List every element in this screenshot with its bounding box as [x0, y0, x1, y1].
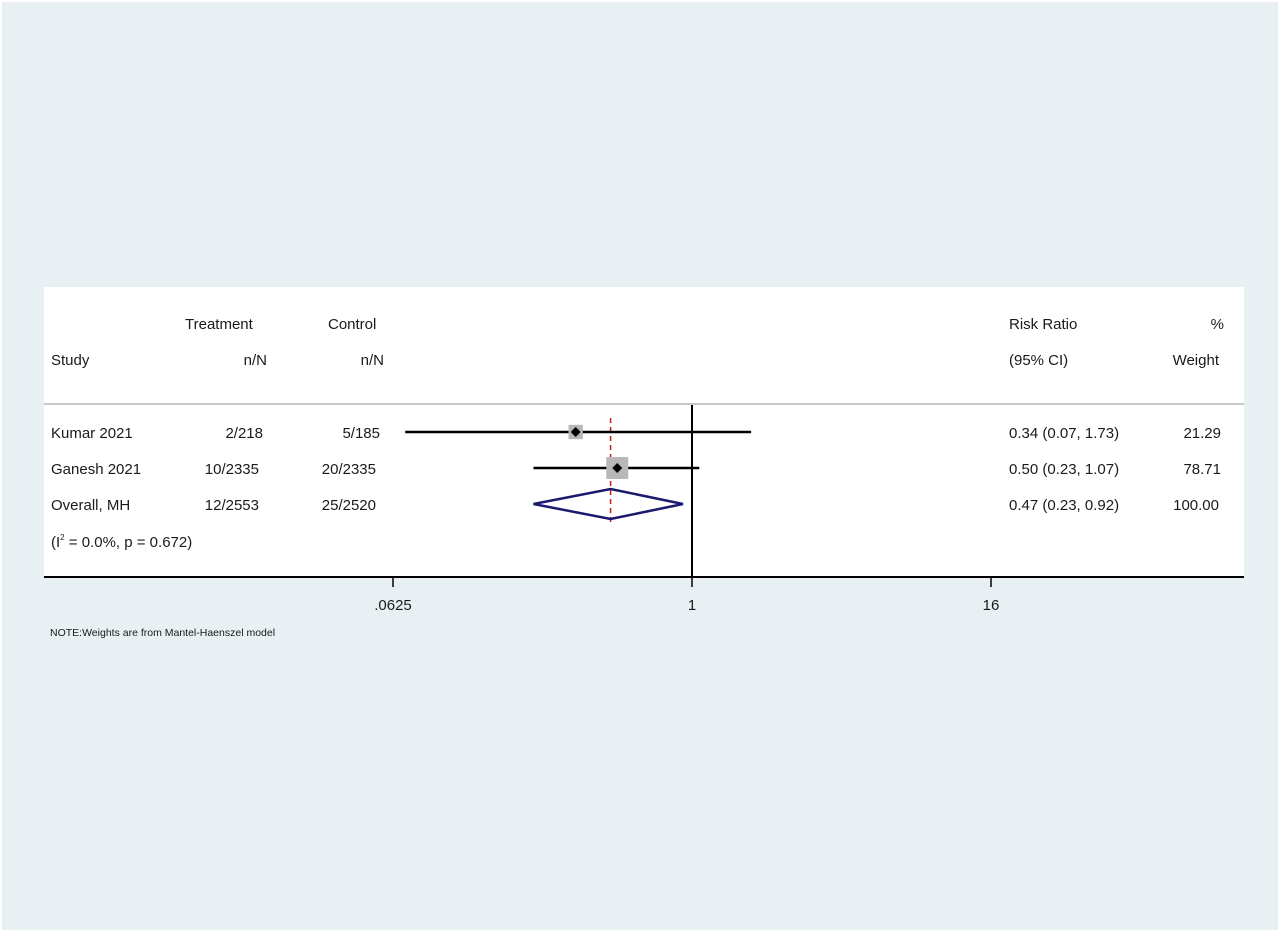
- header-treatment: Treatment: [185, 316, 254, 333]
- point-estimate-marker: [570, 427, 581, 437]
- study-name: Ganesh 2021: [51, 461, 141, 478]
- study-row: Ganesh 2021 10/2335 20/2335 0.50 (0.23, …: [51, 457, 1221, 479]
- treatment-count: 2/218: [225, 425, 263, 442]
- overall-effect-ci-text: 0.47 (0.23, 0.92): [1009, 497, 1119, 514]
- header-95ci: (95% CI): [1009, 352, 1068, 369]
- study-row: Kumar 2021 2/218 5/185 0.34 (0.07, 1.73)…: [51, 424, 1221, 442]
- header-study: Study: [51, 352, 90, 369]
- weight-text: 21.29: [1183, 425, 1221, 442]
- control-count: 20/2335: [322, 461, 376, 478]
- header-percent: %: [1211, 316, 1224, 333]
- x-tick-label: .0625: [374, 597, 412, 614]
- point-estimate-marker: [612, 463, 623, 473]
- x-tick-label: 16: [983, 597, 1000, 614]
- overall-weight-text: 100.00: [1173, 497, 1219, 514]
- treatment-count: 10/2335: [205, 461, 259, 478]
- effect-ci-text: 0.34 (0.07, 1.73): [1009, 425, 1119, 442]
- model-note: NOTE:Weights are from Mantel-Haenszel mo…: [50, 627, 275, 639]
- x-axis-ticks: .0625 1 16: [374, 577, 999, 614]
- header-weight: Weight: [1173, 352, 1220, 369]
- header-control: Control: [328, 316, 376, 333]
- header-treatment-nn: n/N: [244, 352, 267, 369]
- overall-name: Overall, MH: [51, 497, 130, 514]
- effect-ci-text: 0.50 (0.23, 1.07): [1009, 461, 1119, 478]
- overall-control-count: 25/2520: [322, 497, 376, 514]
- control-count: 5/185: [342, 425, 380, 442]
- overall-treatment-count: 12/2553: [205, 497, 259, 514]
- pooled-estimate-diamond: [533, 487, 684, 521]
- study-name: Kumar 2021: [51, 425, 133, 442]
- header-control-nn: n/N: [361, 352, 384, 369]
- heterogeneity-text: (I2 = 0.0%, p = 0.672): [51, 533, 192, 551]
- x-tick-label: 1: [688, 597, 696, 614]
- weight-text: 78.71: [1183, 461, 1221, 478]
- overall-row: Overall, MH 12/2553 25/2520 0.47 (0.23, …: [51, 487, 1219, 521]
- header-risk-ratio: Risk Ratio: [1009, 316, 1077, 333]
